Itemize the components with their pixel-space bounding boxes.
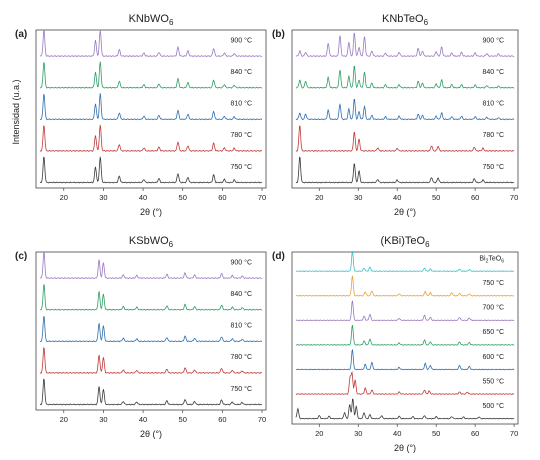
chart-panel-a: (a) KNbWO6 20 30 40 50 60 70 2θ (°) 750 °C 780 °C 8… — [15, 13, 267, 217]
panel-title: (KBi)TeO6 — [380, 235, 430, 249]
x-tick-label: 50 — [179, 193, 187, 202]
xrd-trace — [39, 124, 263, 152]
x-tick-label: 60 — [218, 415, 226, 424]
xrd-trace — [39, 378, 263, 406]
x-axis-label: 2θ (°) — [394, 443, 416, 453]
x-tick-label: 40 — [139, 193, 147, 202]
series-label: Bi2TeO6 — [479, 256, 504, 265]
xrd-trace — [295, 125, 515, 152]
series-label: 810 °C — [231, 322, 252, 330]
chart-panel-c: (c) KSbWO6 20 30 40 50 60 70 2θ (°) 750 °C 780 °C 8… — [15, 235, 267, 439]
xrd-trace — [39, 284, 263, 311]
panel-letter: (b) — [272, 29, 285, 40]
xrd-trace — [295, 349, 515, 371]
x-tick-label: 60 — [471, 429, 479, 438]
series-label: 900 °C — [483, 36, 504, 44]
x-tick-label: 70 — [258, 415, 266, 424]
x-tick-label: 30 — [354, 429, 362, 438]
xrd-trace — [295, 32, 515, 58]
series-label: 780 °C — [483, 131, 504, 139]
series-label: 900 °C — [231, 36, 252, 44]
x-tick-label: 60 — [471, 193, 479, 202]
xrd-trace — [295, 300, 515, 322]
x-tick-label: 40 — [393, 429, 401, 438]
x-tick-label: 40 — [393, 193, 401, 202]
xrd-trace — [39, 156, 263, 184]
series-label: 750 °C — [483, 163, 504, 171]
x-axis-label: 2θ (°) — [140, 429, 162, 439]
xrd-trace — [295, 156, 515, 184]
x-tick-label: 30 — [99, 415, 107, 424]
series-label: 810 °C — [231, 100, 252, 108]
series-label: 750 °C — [483, 279, 504, 287]
xrd-trace — [39, 30, 263, 58]
panel-letter: (a) — [15, 29, 27, 40]
x-tick-label: 50 — [179, 415, 187, 424]
xrd-trace — [295, 99, 515, 121]
x-tick-label: 70 — [510, 429, 518, 438]
chart-panel-d: (d) (KBi)TeO6 20 30 40 50 60 70 2θ (°) 500 °C 550 … — [272, 235, 519, 453]
series-label: 750 °C — [231, 163, 252, 171]
x-tick-label: 20 — [60, 415, 68, 424]
series-label: 700 °C — [483, 304, 504, 312]
xrd-trace — [295, 250, 515, 273]
series-label: 550 °C — [483, 377, 504, 385]
series-label: 840 °C — [483, 68, 504, 76]
panel-title: KSbWO6 — [129, 235, 174, 249]
x-tick-label: 50 — [432, 429, 440, 438]
xrd-trace — [295, 398, 515, 420]
chart-panel-b: (b) KNbTeO6 20 30 40 50 60 70 2θ (°) 750 °C 780 °C… — [272, 13, 519, 217]
x-tick-label: 20 — [60, 193, 68, 202]
panel-title: KNbTeO6 — [382, 13, 429, 27]
series-label: 750 °C — [231, 385, 252, 393]
xrd-trace — [39, 316, 263, 343]
x-tick-label: 50 — [432, 193, 440, 202]
series-label: 840 °C — [231, 290, 252, 298]
series-label: 650 °C — [483, 328, 504, 336]
series-label: 900 °C — [231, 258, 252, 266]
x-tick-label: 30 — [354, 193, 362, 202]
plot-frame — [291, 251, 519, 425]
xrd-trace — [295, 275, 515, 297]
x-tick-label: 20 — [315, 193, 323, 202]
x-tick-label: 70 — [510, 193, 518, 202]
x-tick-label: 20 — [315, 429, 323, 438]
xrd-trace — [39, 93, 263, 121]
series-label: 600 °C — [483, 353, 504, 361]
series-label: 780 °C — [231, 131, 252, 139]
x-tick-label: 40 — [139, 415, 147, 424]
y-axis-label: Intensidad (u.a.) — [11, 79, 21, 144]
xrd-trace — [295, 65, 515, 89]
panel-letter: (c) — [15, 251, 27, 262]
xrd-trace — [39, 61, 263, 89]
x-tick-label: 60 — [218, 193, 226, 202]
x-tick-label: 70 — [258, 193, 266, 202]
x-tick-label: 30 — [99, 193, 107, 202]
x-axis-label: 2θ (°) — [394, 207, 416, 217]
xrd-trace — [295, 370, 515, 395]
panel-letter: (d) — [272, 251, 285, 262]
xrd-trace — [39, 347, 263, 374]
xrd-trace — [39, 252, 263, 280]
panel-title: KNbWO6 — [129, 13, 174, 27]
series-label: 840 °C — [231, 68, 252, 76]
series-label: 810 °C — [483, 100, 504, 108]
xrd-trace — [295, 324, 515, 346]
x-axis-label: 2θ (°) — [140, 207, 162, 217]
series-label: 780 °C — [231, 353, 252, 361]
series-label: 500 °C — [483, 402, 504, 410]
